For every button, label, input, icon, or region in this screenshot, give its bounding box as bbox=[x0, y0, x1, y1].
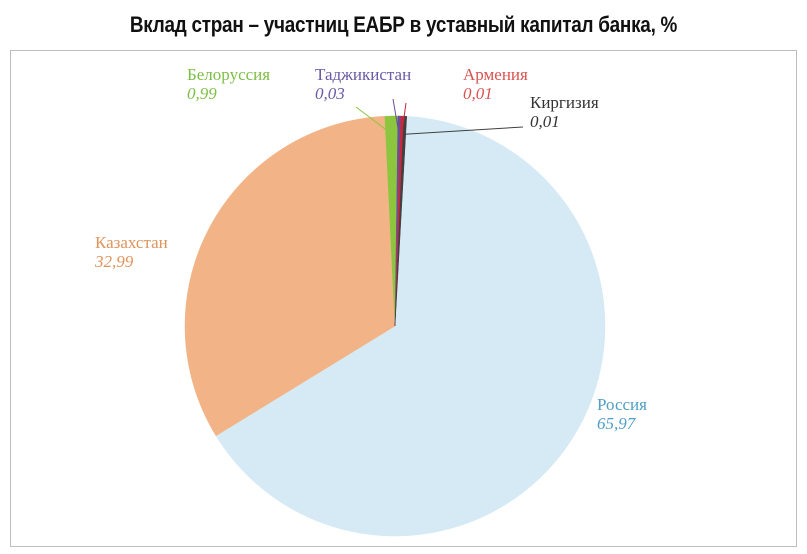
label-kazakhstan: Казахстан 32,99 bbox=[95, 233, 168, 271]
pie-slice-kazakhstan bbox=[184, 115, 396, 437]
label-tajikistan-value: 0,03 bbox=[315, 84, 345, 103]
label-russia: Россия 65,97 bbox=[597, 395, 647, 433]
label-belarus-value: 0,99 bbox=[187, 84, 217, 103]
label-kazakhstan-name: Казахстан bbox=[95, 233, 168, 252]
label-kyrgyzstan-name: Киргизия bbox=[530, 93, 599, 112]
leader-line-armenia bbox=[401, 102, 407, 135]
label-tajikistan: Таджикистан 0,03 bbox=[315, 65, 411, 103]
pie-slice-russia bbox=[215, 116, 606, 537]
label-armenia: Армения 0,01 bbox=[463, 65, 528, 103]
label-armenia-value: 0,01 bbox=[463, 84, 493, 103]
label-russia-name: Россия bbox=[597, 395, 647, 414]
leader-line-tajikistan bbox=[392, 98, 400, 135]
label-tajikistan-name: Таджикистан bbox=[315, 65, 412, 84]
pie-chart bbox=[184, 98, 606, 537]
label-kazakhstan-value: 32,99 bbox=[95, 252, 134, 271]
chart-frame: Россия 65,97 Казахстан 32,99 Белоруссия … bbox=[10, 50, 797, 547]
label-kyrgyzstan: Киргизия 0,01 bbox=[530, 93, 599, 131]
leader-line-belarus bbox=[355, 106, 393, 135]
label-belarus-name: Белоруссия bbox=[187, 65, 271, 84]
label-russia-value: 65,97 bbox=[597, 414, 636, 433]
label-armenia-name: Армения bbox=[463, 65, 528, 84]
label-kyrgyzstan-value: 0,01 bbox=[530, 112, 560, 131]
label-belarus: Белоруссия 0,99 bbox=[187, 65, 270, 103]
leader-line-kyrgyzstan bbox=[404, 126, 524, 135]
chart-title: Вклад стран – участниц ЕАБР в уставный к… bbox=[129, 12, 678, 37]
